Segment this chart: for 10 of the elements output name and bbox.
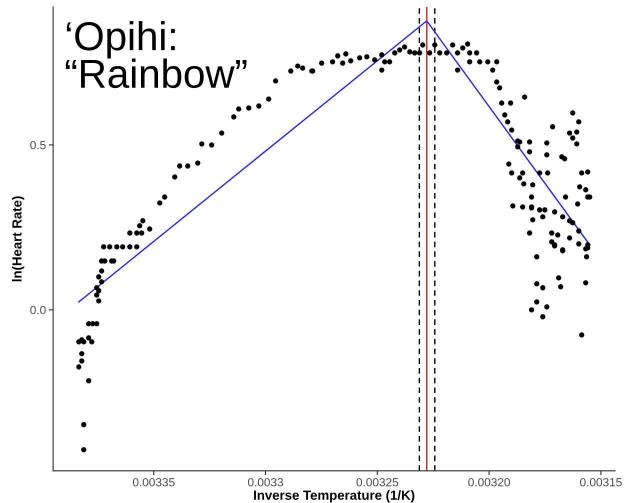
y-axis-title: ln(Heart Rate) (12, 196, 24, 282)
x-tick-label: 0.00325 (356, 478, 398, 486)
x-tick-label: 0.00335 (132, 478, 175, 486)
x-tick-label: 0.00315 (580, 478, 622, 486)
text: ‘Opihi: “Rainbow” (66, 20, 246, 88)
x-axis-title: Inverse Temperature (1/K) (254, 490, 414, 502)
x-tick-label: 0.0033 (248, 478, 284, 486)
y-tick-label: 0.0 (30, 306, 46, 314)
x-tick-label: 0.00320 (468, 478, 510, 486)
y-tick-label: 0.5 (30, 140, 46, 150)
